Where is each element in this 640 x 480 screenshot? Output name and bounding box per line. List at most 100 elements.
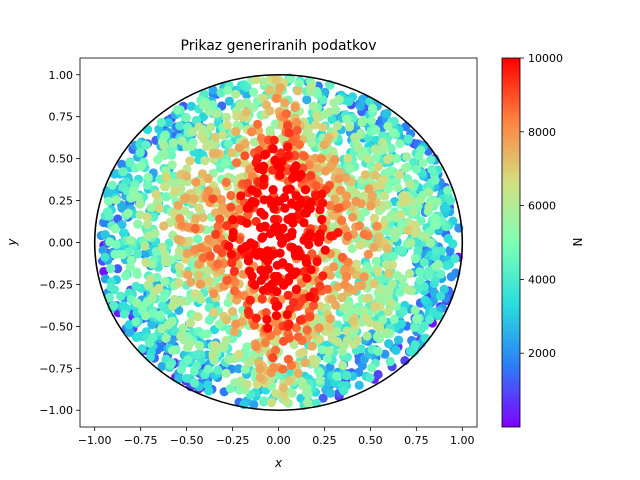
data-point [284, 128, 294, 138]
data-point [424, 202, 434, 212]
data-point [448, 239, 458, 249]
data-point [235, 204, 245, 214]
data-point [279, 280, 289, 290]
data-point [262, 314, 272, 325]
data-point [418, 158, 428, 168]
data-point [135, 210, 145, 220]
data-point [373, 267, 383, 277]
data-point [221, 112, 231, 122]
data-point [424, 270, 434, 280]
data-point [387, 279, 397, 289]
data-point [186, 101, 196, 111]
data-point [395, 139, 405, 149]
y-tick-label: −0.50 [39, 320, 73, 333]
data-point [181, 171, 192, 181]
data-point [167, 178, 177, 188]
x-tick-label: 0.50 [358, 434, 383, 447]
data-point [385, 356, 395, 367]
data-point [249, 137, 259, 147]
data-point [363, 249, 373, 259]
data-point [389, 314, 399, 324]
data-point [303, 123, 314, 134]
data-point [373, 330, 383, 341]
data-point [189, 366, 199, 376]
data-point [306, 171, 316, 181]
data-point [343, 153, 353, 163]
data-point [135, 147, 145, 157]
data-point [305, 312, 315, 322]
data-point [375, 284, 385, 294]
chart-title: Prikaz generiranih podatkov [181, 38, 377, 54]
data-point [271, 311, 281, 321]
data-point [145, 338, 155, 348]
data-point [348, 212, 358, 222]
data-point [211, 109, 221, 119]
data-point [172, 105, 182, 115]
data-point [133, 219, 143, 229]
data-point [218, 130, 228, 140]
data-point [282, 310, 292, 320]
data-point [367, 191, 377, 201]
data-point [342, 191, 352, 201]
data-point [370, 144, 380, 154]
data-point [226, 249, 236, 259]
data-point [168, 138, 178, 148]
data-point [370, 170, 380, 180]
data-point [259, 174, 269, 184]
y-tick-label: −0.75 [39, 362, 73, 375]
x-tick-label: −0.50 [170, 434, 204, 447]
data-point [299, 151, 309, 161]
data-point [110, 249, 120, 259]
data-point [242, 218, 252, 228]
data-point [153, 155, 163, 165]
data-point [329, 262, 339, 272]
data-point [163, 320, 173, 330]
data-point [160, 277, 170, 287]
data-point [176, 331, 186, 342]
data-point [317, 189, 327, 199]
x-tick-label: −0.75 [124, 434, 158, 447]
data-point [251, 313, 261, 323]
data-point [318, 393, 328, 403]
data-point [132, 298, 142, 308]
data-point [420, 295, 430, 305]
data-point [213, 221, 223, 231]
data-point [231, 127, 241, 137]
data-point [203, 364, 213, 374]
data-point [293, 332, 303, 342]
data-point [326, 231, 336, 241]
y-tick-label: 1.00 [49, 69, 74, 82]
data-point [312, 112, 322, 122]
data-point [269, 135, 279, 145]
data-point [155, 310, 165, 320]
data-point [283, 121, 293, 131]
data-point [333, 282, 343, 292]
data-point [208, 194, 218, 204]
data-point [415, 267, 425, 277]
data-point [300, 358, 310, 368]
data-point [371, 256, 381, 266]
data-point [284, 319, 294, 329]
data-point [394, 170, 404, 180]
data-point [105, 237, 115, 247]
data-point [204, 234, 214, 244]
data-point [363, 154, 373, 164]
data-point [222, 275, 232, 285]
data-point [424, 187, 434, 197]
data-point [235, 100, 245, 110]
data-point [412, 314, 422, 324]
data-point [306, 265, 316, 275]
data-point [118, 167, 128, 177]
data-point [132, 192, 142, 202]
data-point [392, 153, 402, 164]
data-point [367, 363, 377, 373]
y-tick-label: −0.25 [39, 278, 73, 291]
data-point [403, 225, 413, 235]
data-point [306, 82, 316, 92]
data-point [318, 122, 328, 132]
data-point [205, 251, 215, 261]
data-point [247, 185, 257, 195]
data-point [369, 278, 379, 289]
data-point [242, 203, 252, 213]
data-point [410, 305, 420, 315]
